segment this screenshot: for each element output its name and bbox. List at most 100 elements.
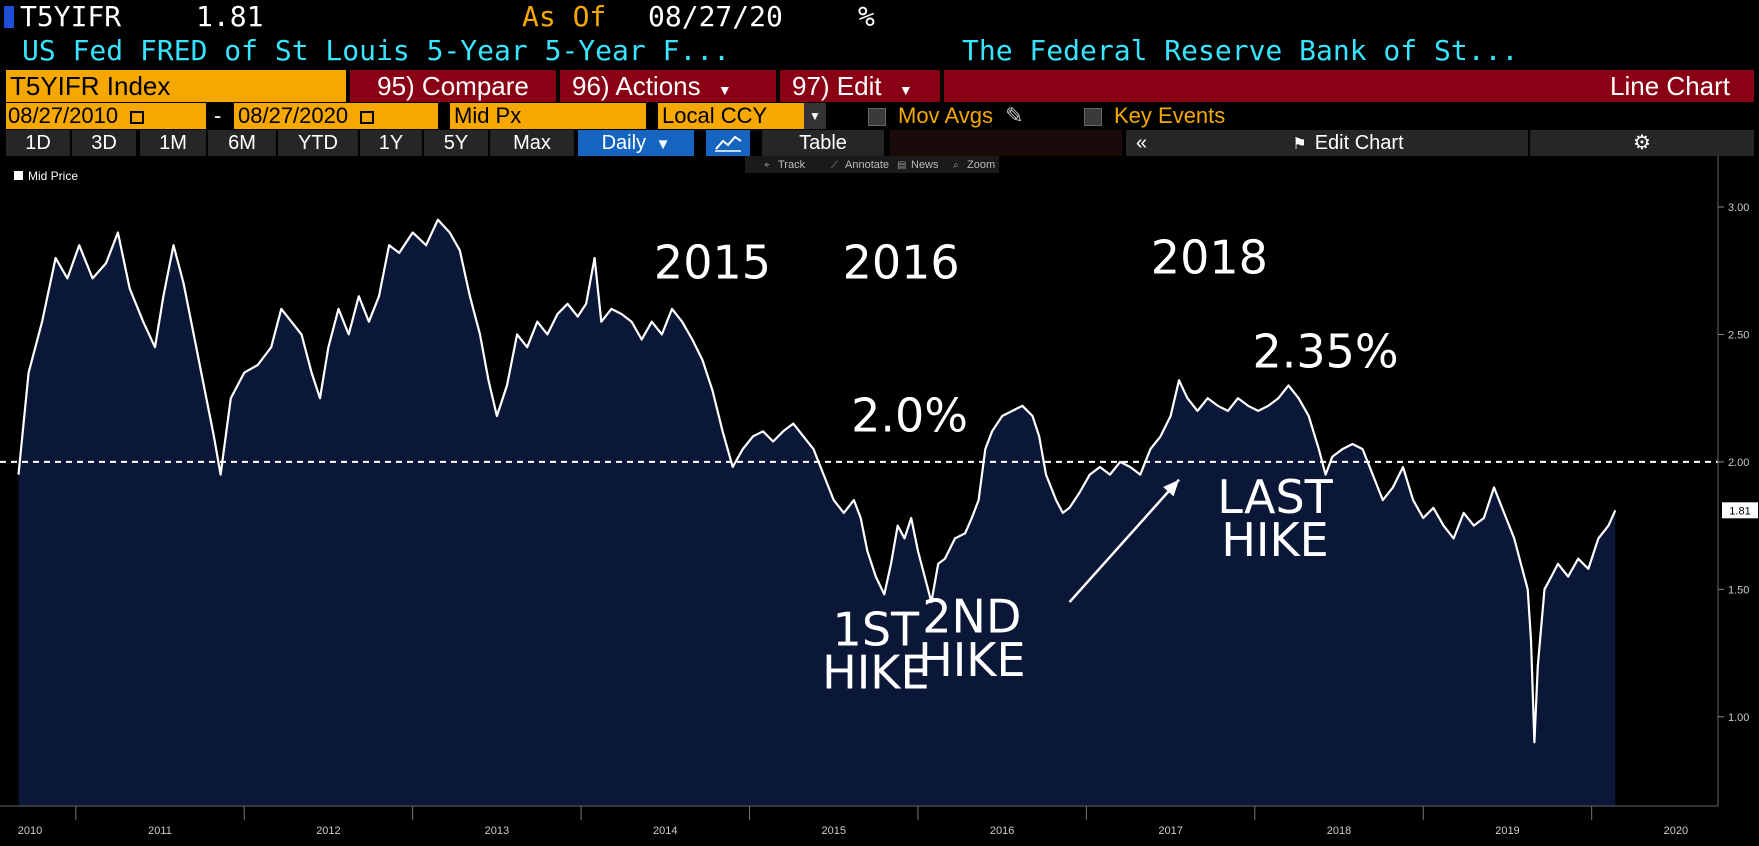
chart-tools: ⌖ Track ⟋ Annotate ▤ News ⌕ Zoom — [745, 156, 999, 173]
chevron-down-icon: ▼ — [655, 136, 671, 153]
chevron-down-icon: ▼ — [717, 82, 732, 98]
chart-tool-zoom[interactable]: Zoom — [967, 159, 995, 171]
x-tick-label: 2013 — [485, 825, 509, 837]
price-field-select[interactable]: Mid Px — [450, 103, 646, 129]
security-description: US Fed FRED of St Louis 5-Year 5-Year F.… — [22, 34, 731, 67]
chart-tool-annotate[interactable]: Annotate — [845, 159, 889, 171]
end-date-value: 08/27/2020 — [238, 103, 349, 128]
chart-annotation: HIKE — [918, 633, 1025, 687]
chart-annotation: 1ST — [833, 602, 920, 656]
y-tick-label: 3.00 — [1728, 202, 1749, 214]
x-tick-label: 2014 — [653, 825, 677, 837]
mov-avgs-label: Mov Avgs — [898, 103, 993, 128]
x-tick-label: 2010 — [18, 825, 42, 837]
x-tick-label: 2016 — [990, 825, 1014, 837]
range-button-5y[interactable]: 5Y — [424, 130, 488, 156]
legend-swatch — [14, 171, 23, 180]
chart-area[interactable]: ⌖ Track ⟋ Annotate ▤ News ⌕ Zoom Mid Price 3.00… — [0, 156, 1759, 846]
controls-bar: 08/27/2010 - 08/27/2020 Mid Px Local CCY… — [0, 103, 1759, 129]
line-chart-icon[interactable] — [706, 130, 750, 156]
pencil-icon[interactable]: ✎ — [1005, 103, 1024, 128]
last-value-box — [1722, 502, 1758, 519]
key-events-checkbox[interactable] — [1084, 108, 1102, 127]
chart-annotation: 2016 — [843, 235, 960, 289]
key-events-toggle[interactable]: Key Events — [1084, 103, 1225, 129]
chart-annotation: 2ND — [922, 590, 1021, 644]
currency-select[interactable]: Local CCY ▼ — [658, 103, 826, 129]
range-button-ytd[interactable]: YTD — [278, 130, 358, 156]
calendar-icon[interactable] — [360, 110, 375, 124]
edit-label: 97) Edit — [792, 71, 882, 101]
compare-button[interactable]: 95) Compare — [350, 70, 556, 102]
range-button-1m[interactable]: 1M — [140, 130, 206, 156]
y-tick-label: 1.50 — [1728, 584, 1749, 596]
y-tick-label: 2.50 — [1728, 329, 1749, 341]
toolbar: 1D 3D 1M 6M YTD 1Y 5Y Max Daily ▼ Table … — [0, 130, 1759, 156]
table-button[interactable]: Table — [762, 130, 884, 156]
key-events-label: Key Events — [1114, 103, 1226, 128]
start-date-value: 08/27/2010 — [8, 103, 119, 128]
chart-tools-bar — [745, 156, 999, 173]
range-button-max[interactable]: Max — [490, 130, 574, 156]
calendar-icon[interactable] — [130, 110, 145, 124]
range-button-1y[interactable]: 1Y — [360, 130, 422, 156]
date-separator: - — [214, 103, 222, 128]
security-source: The Federal Reserve Bank of St... — [962, 34, 1519, 67]
chart-tool-icon: ⌕ — [953, 160, 959, 171]
description-row: US Fed FRED of St Louis 5-Year 5-Year F.… — [0, 34, 1759, 68]
x-tick-label: 2012 — [316, 825, 340, 837]
x-tick-label: 2020 — [1664, 825, 1688, 837]
x-tick-label: 2011 — [148, 825, 172, 837]
mov-avgs-checkbox[interactable] — [868, 108, 886, 127]
ticker: T5YIFR — [20, 0, 122, 33]
range-button-6m[interactable]: 6M — [208, 130, 276, 156]
as-of-date: 08/27/20 — [648, 0, 783, 33]
legend-label: Mid Price — [28, 169, 78, 183]
x-tick-label: 2018 — [1327, 825, 1351, 837]
annotation-arrowhead — [1163, 479, 1180, 497]
range-button-1d[interactable]: 1D — [6, 130, 70, 156]
chart-annotation: LAST — [1217, 470, 1333, 524]
chart-annotation: HIKE — [1221, 513, 1328, 567]
end-date-field[interactable]: 08/27/2020 — [234, 103, 438, 129]
chart-tool-news[interactable]: News — [911, 159, 939, 171]
security-field[interactable]: T5YIFR Index — [6, 70, 346, 102]
chart-tool-icon: ⌖ — [764, 160, 770, 171]
header-row: T5YIFR 1.81 As Of 08/27/20 % — [0, 0, 1759, 34]
chart-settings-icon: ⚑ — [1292, 136, 1307, 153]
actions-menu[interactable]: 96) Actions ▼ — [560, 70, 776, 102]
last-value-tag: 1.81 — [1729, 505, 1750, 517]
range-button-3d[interactable]: 3D — [72, 130, 136, 156]
as-of-label: As Of — [522, 0, 607, 33]
x-tick-label: 2015 — [821, 825, 845, 837]
chart-annotation: 2.0% — [851, 388, 968, 442]
unit-label: % — [858, 0, 875, 33]
edit-chart-label: Edit Chart — [1314, 132, 1404, 154]
actions-label: 96) Actions — [572, 71, 701, 101]
gear-icon[interactable]: ⚙ — [1530, 130, 1754, 156]
edit-menu[interactable]: 97) Edit ▼ — [780, 70, 940, 102]
start-date-field[interactable]: 08/27/2010 — [6, 103, 206, 129]
chart-annotation: 2018 — [1151, 230, 1268, 284]
series-line — [17, 218, 1617, 744]
frequency-label: Daily — [601, 132, 647, 154]
chart-type-label: Line Chart — [944, 70, 1754, 102]
currency-value: Local CCY — [662, 103, 768, 128]
x-tick-label: 2017 — [1158, 825, 1182, 837]
chevron-down-icon: ▼ — [898, 82, 913, 98]
y-tick-label: 2.00 — [1728, 457, 1749, 469]
last-value: 1.81 — [196, 0, 264, 33]
chart-annotation: 2015 — [654, 235, 771, 289]
x-tick-label: 2019 — [1495, 825, 1519, 837]
edit-chart-button[interactable]: ⚑ Edit Chart — [1168, 130, 1528, 156]
chart-tool-icon: ▤ — [897, 160, 906, 171]
search-box[interactable] — [890, 130, 1122, 156]
ticker-marker — [4, 6, 14, 28]
chart-tool-track[interactable]: Track — [778, 159, 806, 171]
chart-annotation: HIKE — [822, 646, 929, 700]
chart-tool-icon: ⟋ — [831, 160, 838, 171]
mov-avgs-toggle[interactable]: Mov Avgs ✎ — [868, 103, 1024, 129]
frequency-dropdown[interactable]: Daily ▼ — [578, 130, 694, 156]
chevron-down-icon: ▼ — [804, 103, 826, 129]
series-area — [18, 219, 1616, 806]
